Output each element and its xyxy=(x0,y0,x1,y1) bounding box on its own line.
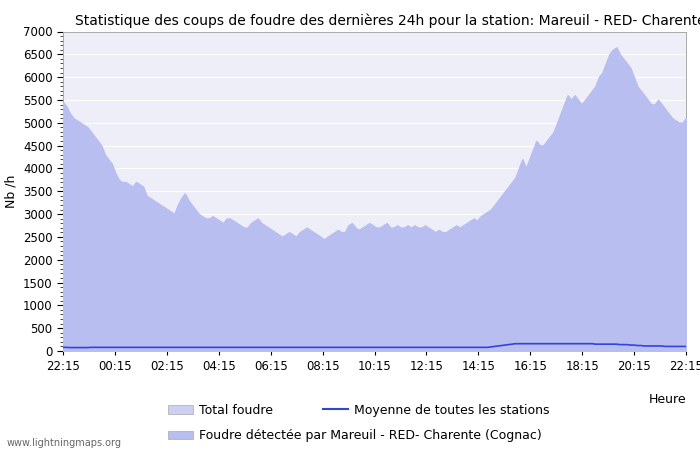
Text: Heure: Heure xyxy=(648,392,686,405)
Text: www.lightningmaps.org: www.lightningmaps.org xyxy=(7,438,122,448)
Y-axis label: Nb /h: Nb /h xyxy=(4,175,18,208)
Text: Statistique des coups de foudre des dernières 24h pour la station: Mareuil - RED: Statistique des coups de foudre des dern… xyxy=(76,13,700,27)
Legend: Foudre détectée par Mareuil - RED- Charente (Cognac): Foudre détectée par Mareuil - RED- Chare… xyxy=(162,424,547,447)
